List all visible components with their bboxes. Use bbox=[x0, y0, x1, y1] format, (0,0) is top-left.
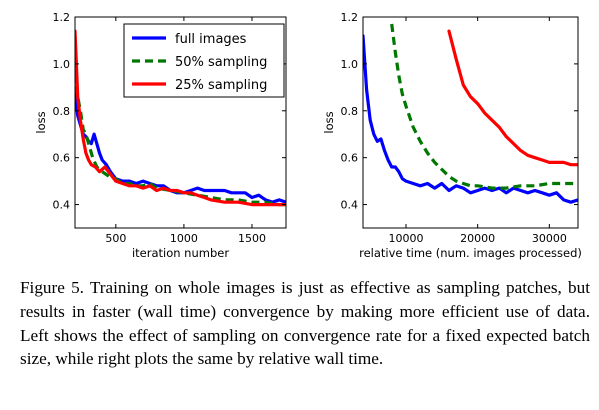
right-ytick-label: 0.4 bbox=[341, 199, 359, 212]
left-x-axis-label: iteration number bbox=[132, 246, 229, 260]
right-series-50-sampling bbox=[390, 23, 578, 190]
right-y-axis-label: loss bbox=[322, 111, 336, 133]
right-series-full-images bbox=[363, 34, 578, 204]
left-chart: 0.4 0.6 0.8 1.0 1.2 500 1000 1500 iteration numb… bbox=[34, 11, 287, 260]
right-ytick-label: 1.0 bbox=[341, 58, 359, 71]
left-series-group bbox=[75, 29, 286, 207]
left-ytick-label: 0.4 bbox=[53, 199, 71, 212]
figure: 0.4 0.6 0.8 1.0 1.2 500 1000 1500 iteration numb… bbox=[34, 11, 582, 260]
right-ytick-label: 1.2 bbox=[341, 11, 359, 24]
left-series-25-sampling bbox=[75, 29, 286, 207]
left-legend: full images 50% sampling 25% sampling bbox=[123, 23, 285, 98]
right-xtick-label: 30000 bbox=[532, 232, 567, 245]
right-xtick-label: 10000 bbox=[389, 232, 424, 245]
left-series-full-images bbox=[75, 88, 286, 204]
left-legend-label-50-sampling: 50% sampling bbox=[175, 55, 267, 70]
right-x-axis-label: relative time (num. images processed) bbox=[359, 246, 582, 260]
left-y-axis-label: loss bbox=[34, 111, 48, 133]
right-series-25-sampling bbox=[447, 29, 578, 167]
left-series-50-sampling bbox=[75, 73, 286, 207]
left-xtick-label: 1000 bbox=[170, 232, 198, 245]
right-series-group bbox=[363, 23, 578, 204]
right-ytick-label: 0.8 bbox=[341, 105, 359, 118]
figure-caption: Figure 5. Training on whole images is ju… bbox=[20, 278, 590, 369]
left-ytick-label: 0.8 bbox=[53, 105, 71, 118]
left-ytick-label: 0.6 bbox=[53, 152, 71, 165]
left-legend-label-full-images: full images bbox=[175, 32, 247, 47]
left-xtick-label: 500 bbox=[105, 232, 126, 245]
right-xtick-label: 20000 bbox=[460, 232, 495, 245]
left-ytick-label: 1.0 bbox=[53, 58, 71, 71]
right-plot-frame bbox=[362, 16, 579, 229]
left-plot-frame bbox=[74, 16, 287, 229]
left-legend-label-25-sampling: 25% sampling bbox=[175, 78, 267, 93]
right-ytick-label: 0.6 bbox=[341, 152, 359, 165]
left-ytick-label: 1.2 bbox=[53, 11, 71, 24]
left-xtick-label: 1500 bbox=[238, 232, 266, 245]
